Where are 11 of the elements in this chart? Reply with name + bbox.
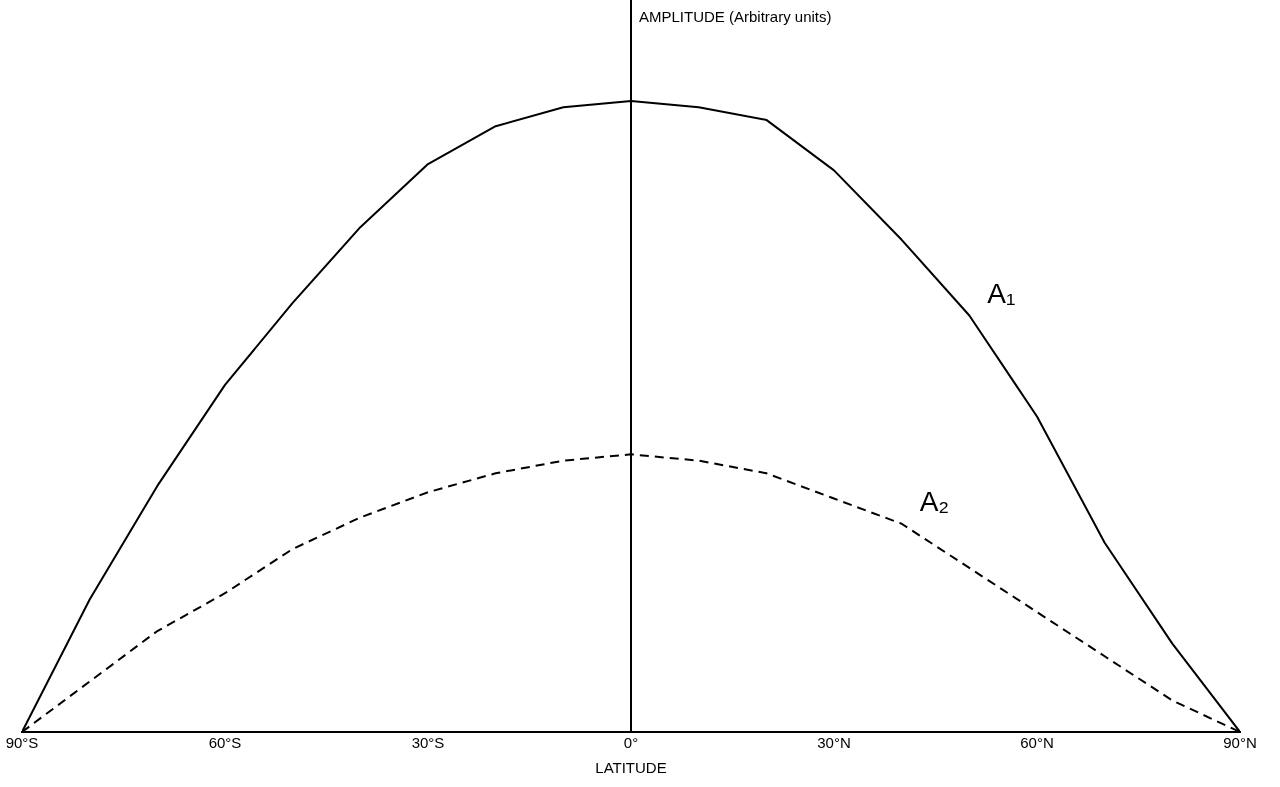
- text: AMPLITUDE (Arbitrary units): [639, 8, 832, 26]
- x-tick-label: 90°N: [1223, 734, 1257, 752]
- series-label: A₂: [919, 486, 950, 518]
- x-tick-label: 90°S: [5, 734, 39, 752]
- x-tick-label: 60°S: [208, 734, 242, 752]
- series-label: A₁: [987, 278, 1016, 310]
- x-tick-label: 60°N: [1020, 734, 1054, 752]
- x-tick-label: 30°S: [411, 734, 445, 752]
- x-tick-label: 30°N: [817, 734, 851, 752]
- x-tick-label: 0°: [623, 734, 639, 752]
- x-axis-title: LATITUDE: [595, 759, 667, 777]
